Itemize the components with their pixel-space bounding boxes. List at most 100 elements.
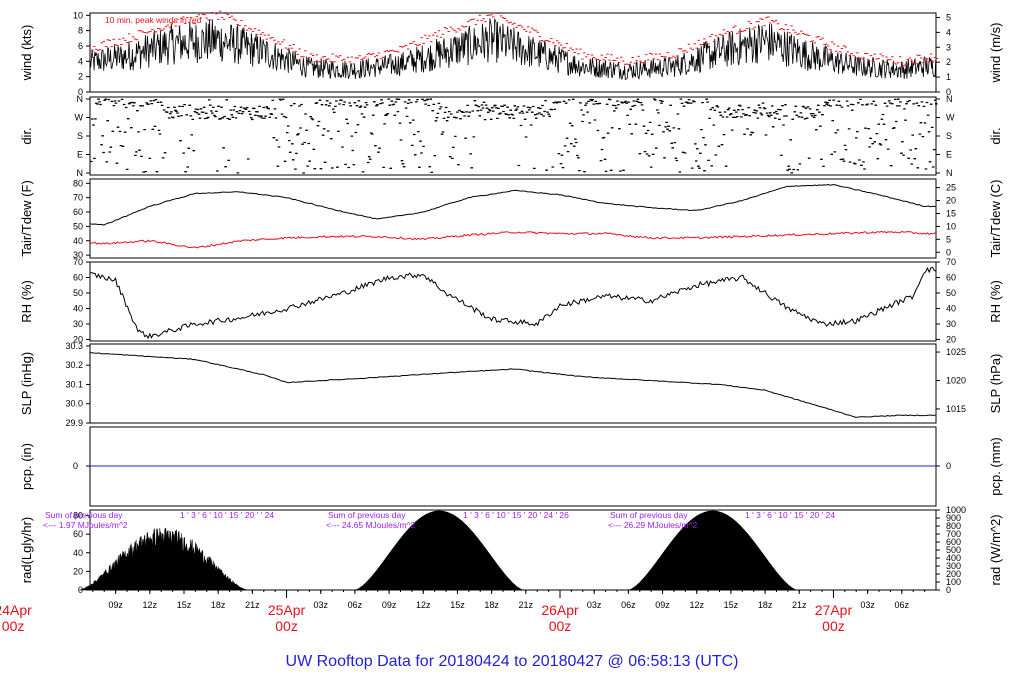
x-tick-label: 06z [621, 600, 636, 610]
x-tick-label: 15z [450, 600, 465, 610]
rad-ytick-label: 80 [73, 511, 83, 521]
slp-ytick-right-label: 1020 [946, 375, 966, 385]
dir-ytick-right-label: E [946, 150, 952, 160]
dewpoint-line [89, 230, 937, 249]
rh-ytick-label: 60 [73, 272, 83, 282]
rad-ylabel-right: rad (W/m^2) [988, 514, 1003, 585]
radiation-note-title: Sum of previous day [610, 510, 688, 520]
wind-ytick-label: 6 [78, 41, 83, 51]
radiation-note-sum: <--- 24.65 MJoules/m^2 [326, 520, 416, 530]
rh-ytick-right-label: 30 [946, 319, 956, 329]
temp-frame [89, 178, 937, 259]
pcp-ytick-right-label: 0 [946, 461, 951, 471]
rad-ytick-right-label: 1000 [946, 505, 966, 515]
temp-ytick-label: 30 [73, 250, 83, 260]
slp-ytick-right-label: 1025 [946, 347, 966, 357]
x-tick-label: 09z [382, 600, 397, 610]
temp-ytick-label: 70 [73, 193, 83, 203]
dir-panel: dir. dir.N NE ES SW WN N [19, 94, 1003, 178]
dir-ytick-label: E [77, 150, 83, 160]
temp-ytick-label: 50 [73, 221, 83, 231]
rh-line [89, 266, 937, 340]
temp-ytick-right-label: 25 [946, 183, 956, 193]
x-day-date: 25Apr [268, 602, 306, 618]
rad-ytick-right-label: 100 [946, 577, 961, 587]
radiation-note-hours: 1 ' 3 ' 6 ' 10 ' 15 ' 20 ' 24 ' 26 [463, 510, 569, 520]
x-day-time: 00z [549, 618, 572, 634]
x-day-time: 00z [275, 618, 298, 634]
wind-ytick-label: 8 [78, 26, 83, 36]
x-tick-label: 18z [211, 600, 226, 610]
pcp-ylabel: pcp. (in) [19, 443, 34, 490]
slp-panel: SLP (inHg) SLP (hPa) 29.9 30.0 30.1 30.2 30.3 1… [19, 341, 1003, 428]
temp-ytick-label: 80 [73, 178, 83, 188]
temp-ytick-right-label: 20 [946, 196, 956, 206]
x-day-date: 24Apr [0, 602, 32, 618]
slp-ytick-label: 30.3 [65, 341, 83, 351]
x-tick-label: 18z [758, 600, 773, 610]
rh-ytick-label: 40 [73, 303, 83, 313]
temp-ytick-label: 60 [73, 207, 83, 217]
x-day-time: 00z [822, 618, 845, 634]
radiation-day-area [628, 510, 798, 591]
x-tick-label: 21z [792, 600, 807, 610]
slp-ytick-label: 30.0 [65, 399, 83, 409]
rad-ytick-label: 60 [73, 529, 83, 539]
wind-ytick-label: 2 [78, 72, 83, 82]
rad-ytick-right-label: 200 [946, 569, 961, 579]
rad-ytick-right-label: 600 [946, 537, 961, 547]
dir-ylabel-right: dir. [988, 127, 1003, 144]
slp-ytick-label: 30.2 [65, 360, 83, 370]
x-day-date: 27Apr [815, 602, 853, 618]
x-tick-label: 21z [245, 600, 260, 610]
wind-ylabel-right: wind (m/s) [988, 23, 1003, 84]
x-tick-label: 15z [177, 600, 192, 610]
wind-panel: wind (kts) wind (m/s) 0 2 4 6 8 10 0 1 2 3 4 5 10 min.… [19, 10, 1003, 97]
x-tick-label: 12z [416, 600, 431, 610]
slp-frame [89, 343, 937, 424]
x-tick-label: 21z [519, 600, 534, 610]
x-tick-label: 12z [143, 600, 158, 610]
rh-ytick-label: 70 [73, 257, 83, 267]
rh-ylabel: RH (%) [19, 280, 34, 323]
dir-ytick-label: S [77, 131, 83, 141]
x-tick-label: 18z [484, 600, 499, 610]
slp-line [90, 352, 936, 418]
radiation-note-title: Sum of previous day [45, 510, 123, 520]
rad-panel: rad(Lgly/hr) rad (W/m^2) 0 20 40 60 800 1002003… [19, 505, 1003, 595]
rad-ytick-label: 20 [73, 566, 83, 576]
x-tick-label: 09z [108, 600, 123, 610]
rh-ytick-right-label: 50 [946, 288, 956, 298]
wind-ytick-right-label: 0 [946, 87, 951, 97]
rad-ytick-label: 40 [73, 548, 83, 558]
rh-ytick-right-label: 20 [946, 334, 956, 344]
slp-ylabel-right: SLP (hPa) [988, 354, 1003, 414]
dir-ytick-label: W [75, 113, 84, 123]
dir-marks [90, 98, 938, 174]
x-axis: 09z 12z 15z 18z 21z 03z 06z 09z 12z 15z 18z 21z 03z 0… [0, 590, 926, 634]
rad-ytick-right-label: 300 [946, 561, 961, 571]
x-tick-label: 06z [895, 600, 910, 610]
dir-ytick-right-label: N [946, 168, 953, 178]
pcp-ylabel-right: pcp. (mm) [988, 437, 1003, 496]
rh-ytick-label: 20 [73, 334, 83, 344]
radiation-note-sum: <--- 1.97 MJoules/m^2 [43, 520, 128, 530]
slp-ytick-label: 30.1 [65, 379, 83, 389]
dir-ytick-label: N [77, 94, 84, 104]
rh-ytick-right-label: 60 [946, 272, 956, 282]
dir-ytick-right-label: N [946, 94, 953, 104]
wind-frame [89, 12, 937, 93]
rh-ytick-label: 30 [73, 319, 83, 329]
wind-ytick-label: 4 [78, 56, 83, 66]
temp-panel: Tair/Tdew (F) Tair/Tdew (C) 30 40 50 60 70 80 0 5… [19, 178, 1003, 260]
slp-ytick-right-label: 1015 [946, 404, 966, 414]
wind-speed-line [89, 17, 937, 81]
wind-ylabel: wind (kts) [19, 25, 34, 82]
rh-ytick-right-label: 70 [946, 257, 956, 267]
dir-ytick-label: N [77, 168, 84, 178]
slp-ylabel: SLP (inHg) [19, 352, 34, 415]
temp-ylabel-right: Tair/Tdew (C) [988, 179, 1003, 257]
radiation-note-hours: 1 ' 3 ' 6 ' 10 ' 15 ' 20 ' 24 [745, 510, 835, 520]
rad-ylabel: rad(Lgly/hr) [19, 517, 34, 583]
